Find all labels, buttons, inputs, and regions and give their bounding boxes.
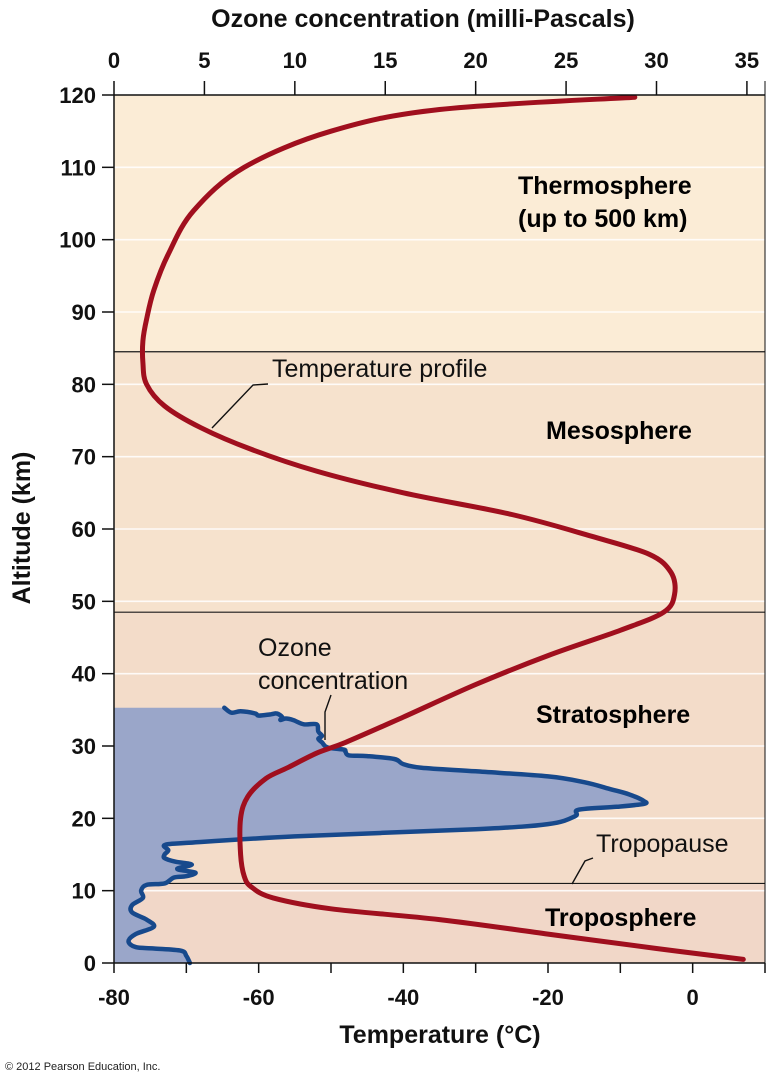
tropopause-label: Tropopause (596, 830, 729, 858)
y-tick-label: 30 (72, 734, 96, 759)
top-tick-label: 10 (283, 48, 307, 73)
tropopause-leader-line (571, 857, 594, 885)
y-tick-label: 20 (72, 806, 96, 831)
thermosphere-label: Thermosphere (518, 172, 692, 200)
layer-bands (114, 95, 765, 963)
y-axis-title: Altitude (km) (8, 452, 36, 605)
temperature-leader-line (211, 383, 269, 429)
y-tick-label: 0 (84, 951, 96, 976)
y-tick-label: 70 (72, 445, 96, 470)
annotations (211, 383, 594, 885)
ozone-label-line2: concentration (258, 667, 408, 695)
tick-labels: 0 10 20 30 40 50 60 70 80 90 100 110 120 0 5 10 15 20 25 30… (59, 48, 759, 1010)
mesosphere-label: Mesosphere (546, 417, 692, 445)
top-tick-label: 15 (373, 48, 397, 73)
bottom-tick-label: -60 (243, 985, 275, 1010)
top-tick-label: 35 (735, 48, 759, 73)
band-mesosphere (114, 351, 765, 613)
temperature-profile-label: Temperature profile (272, 355, 487, 383)
top-tick-label: 30 (644, 48, 668, 73)
top-tick-label: 0 (108, 48, 120, 73)
y-tick-label: 110 (61, 155, 97, 180)
bottom-tick-label: -20 (532, 985, 564, 1010)
bottom-tick-label: -40 (387, 985, 419, 1010)
top-tick-label: 20 (463, 48, 487, 73)
top-tick-label: 25 (554, 48, 578, 73)
troposphere-label: Troposphere (545, 904, 697, 932)
ozone-line (126, 705, 649, 966)
bottom-tick-label: -80 (98, 985, 130, 1010)
y-tick-label: 50 (72, 589, 96, 614)
ozone-series (114, 705, 649, 966)
y-tick-label: 40 (72, 662, 96, 687)
axes (102, 81, 766, 973)
y-tick-label: 60 (72, 517, 96, 542)
top-axis-title: Ozone concentration (milli-Pascals) (211, 5, 635, 33)
y-tick-label: 90 (72, 300, 96, 325)
y-tick-label: 120 (59, 83, 96, 108)
bottom-tick-label: 0 (687, 985, 699, 1010)
layer-boundaries (114, 351, 765, 885)
thermosphere-sublabel: (up to 500 km) (518, 205, 687, 233)
bottom-axis-title: Temperature (°C) (339, 1021, 540, 1049)
ozone-label-line1: Ozone (258, 634, 332, 662)
ozone-fill (114, 707, 644, 963)
top-tick-label: 5 (198, 48, 210, 73)
temperature-series (139, 94, 746, 962)
y-tick-label: 80 (72, 372, 96, 397)
y-tick-label: 100 (59, 228, 96, 253)
copyright-notice: © 2012 Pearson Education, Inc. (5, 1061, 160, 1073)
y-tick-label: 10 (72, 879, 96, 904)
temperature-line (139, 94, 746, 962)
band-thermosphere (114, 95, 765, 352)
stratosphere-label: Stratosphere (536, 701, 690, 729)
ozone-leader-line (324, 694, 332, 740)
